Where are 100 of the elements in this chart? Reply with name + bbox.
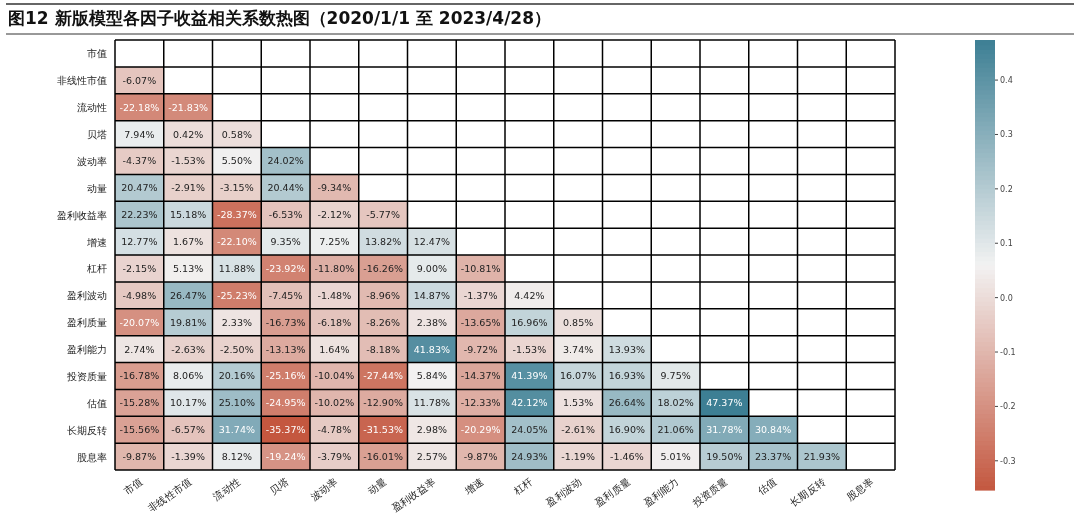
data-label: 10.17% <box>170 397 207 409</box>
data-label: -10.02% <box>314 397 355 409</box>
x-tick-label: 估值 <box>755 476 779 497</box>
x-tick-label: 流动性 <box>211 476 243 503</box>
x-tick-label: 增速 <box>462 476 486 498</box>
data-label: -1.19% <box>561 451 595 463</box>
y-tick-label: 投资质量 <box>66 370 107 382</box>
data-label: 1.67% <box>173 236 204 248</box>
data-label: 26.64% <box>608 397 645 409</box>
data-label: 47.37% <box>706 397 743 409</box>
data-label: 23.37% <box>755 451 792 463</box>
data-label: 18.02% <box>657 397 694 409</box>
y-tick-label: 杠杆 <box>86 263 107 275</box>
data-label: -13.65% <box>460 316 501 328</box>
data-label: 5.01% <box>660 451 691 463</box>
data-label: 13.82% <box>365 236 402 248</box>
data-label: -6.57% <box>171 424 205 436</box>
data-label: -1.48% <box>317 289 352 301</box>
data-label: -6.18% <box>317 316 352 328</box>
data-label: -14.37% <box>460 370 501 382</box>
data-label: -9.87% <box>122 451 157 463</box>
color-bar-label: 0.4 <box>1000 76 1013 86</box>
data-label: -2.91% <box>171 182 205 194</box>
data-label: 21.06% <box>657 424 694 436</box>
data-label: -8.96% <box>366 289 400 301</box>
data-label: -23.92% <box>265 262 306 274</box>
data-label: 20.47% <box>121 182 158 194</box>
x-tick-label: 盈利波动 <box>544 476 584 509</box>
data-label: 13.93% <box>608 343 645 355</box>
data-label: -10.04% <box>314 370 355 382</box>
color-bar-label: 0.3 <box>1000 130 1013 140</box>
color-bar-label: -0.2 <box>1000 402 1016 412</box>
data-label: -11.80% <box>314 262 355 274</box>
data-label: -8.26% <box>366 316 400 328</box>
data-label: 5.13% <box>173 262 204 274</box>
data-label: 8.06% <box>173 370 204 382</box>
y-tick-label: 估值 <box>87 397 107 409</box>
data-label: 2.57% <box>416 451 447 463</box>
data-label: -12.90% <box>363 397 403 409</box>
data-label: 24.93% <box>511 451 548 463</box>
data-label: 9.75% <box>660 370 691 382</box>
data-label: -16.78% <box>119 370 160 382</box>
data-label: -4.37% <box>122 155 157 167</box>
y-tick-label: 长期反转 <box>67 424 107 436</box>
y-tick-label: 贝塔 <box>87 129 107 141</box>
data-label: 15.18% <box>170 209 207 221</box>
data-label: -22.10% <box>217 236 257 248</box>
data-label: -5.77% <box>366 209 400 221</box>
x-tick-label: 股息率 <box>844 476 876 503</box>
y-tick-label: 动量 <box>87 182 107 194</box>
x-tick-label: 盈利能力 <box>641 476 681 509</box>
data-label: 19.50% <box>706 451 743 463</box>
data-label: -6.07% <box>122 74 157 86</box>
data-label: -22.18% <box>119 101 160 113</box>
data-label: 0.58% <box>221 128 252 140</box>
data-label: -2.12% <box>317 209 352 221</box>
data-label: 3.74% <box>563 343 594 355</box>
x-tick-label: 动量 <box>365 476 389 497</box>
data-label: 11.88% <box>218 262 255 274</box>
x-tick-label: 长期反转 <box>787 476 828 509</box>
y-tick-label: 流动性 <box>77 102 107 114</box>
data-label: -16.26% <box>363 262 403 274</box>
data-label: -19.24% <box>265 451 306 463</box>
data-label: 4.42% <box>514 289 545 301</box>
data-label: -21.83% <box>168 101 208 113</box>
y-tick-label: 盈利能力 <box>67 344 107 356</box>
data-label: 30.84% <box>755 424 792 436</box>
data-label: -1.46% <box>610 451 644 463</box>
y-tick-label: 盈利收益率 <box>57 209 107 221</box>
data-label: 12.47% <box>413 236 450 248</box>
data-label: -20.07% <box>119 316 160 328</box>
data-label: -3.79% <box>317 451 352 463</box>
data-label: 42.12% <box>511 397 548 409</box>
x-tick-label: 盈利收益率 <box>389 476 438 515</box>
data-label: -31.53% <box>363 424 403 436</box>
data-label: -4.98% <box>122 289 157 301</box>
x-tick-label: 非线性市值 <box>146 476 194 515</box>
data-label: 26.47% <box>170 289 207 301</box>
data-label: -8.18% <box>366 343 400 355</box>
x-tick-label: 投资质量 <box>689 476 730 509</box>
data-label: -20.29% <box>460 424 501 436</box>
data-label: 12.77% <box>121 236 158 248</box>
data-label: -35.37% <box>265 424 306 436</box>
y-tick-label: 盈利质量 <box>67 317 107 329</box>
data-label: 0.85% <box>563 316 594 328</box>
data-label: 31.74% <box>218 424 255 436</box>
data-label: 2.74% <box>124 343 155 355</box>
y-tick-label: 盈利波动 <box>67 290 107 302</box>
data-label: 9.00% <box>416 262 447 274</box>
x-tick-label: 市值 <box>121 476 145 497</box>
x-tick-label: 贝塔 <box>268 476 291 497</box>
data-label: 9.35% <box>270 236 301 248</box>
data-label: 7.25% <box>319 236 350 248</box>
data-label: 16.93% <box>608 370 645 382</box>
color-bar-label: 0.2 <box>1000 184 1013 194</box>
data-label: -6.53% <box>268 209 303 221</box>
data-label: 7.94% <box>124 128 155 140</box>
data-label: -2.50% <box>220 343 254 355</box>
data-label: -1.53% <box>171 155 205 167</box>
data-label: -2.63% <box>171 343 205 355</box>
